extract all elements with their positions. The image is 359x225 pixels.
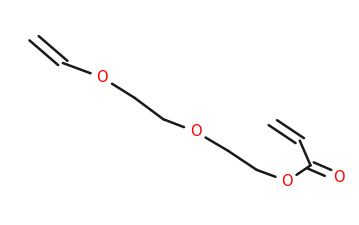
Text: O: O xyxy=(281,174,293,189)
Text: O: O xyxy=(334,170,345,185)
Circle shape xyxy=(92,71,113,84)
Circle shape xyxy=(328,171,350,184)
Circle shape xyxy=(276,174,298,188)
Circle shape xyxy=(185,125,206,138)
Text: O: O xyxy=(190,124,201,139)
Text: O: O xyxy=(97,70,108,85)
